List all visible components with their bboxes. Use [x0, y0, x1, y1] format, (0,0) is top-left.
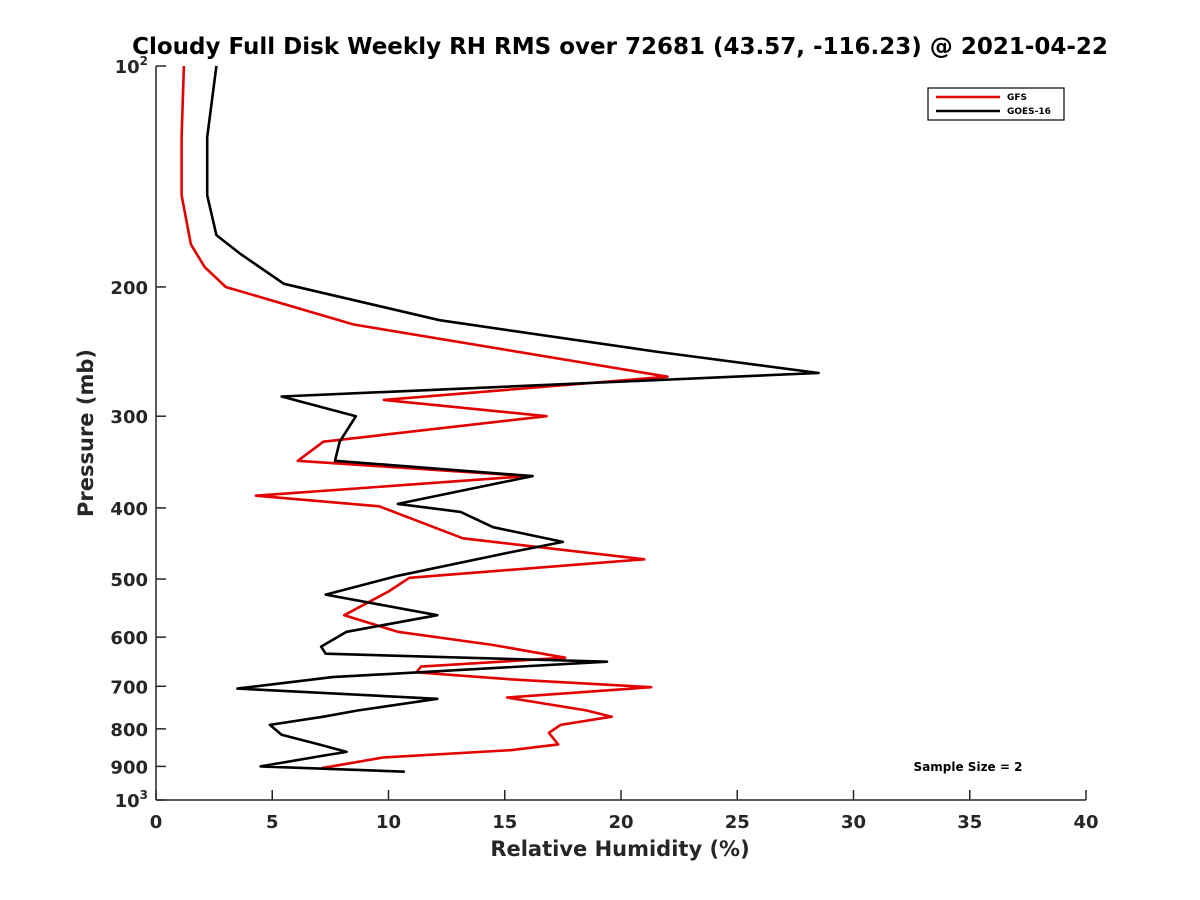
y-tick-label: 600 [110, 628, 148, 649]
y-tick-label: 900 [110, 757, 148, 778]
legend-box [927, 87, 1065, 121]
x-tick-label: 20 [608, 812, 633, 833]
y-tick-label: 800 [110, 720, 148, 741]
y-tick-label: 200 [110, 278, 148, 299]
series-line-goes-16 [205, 65, 820, 773]
chart-title: Cloudy Full Disk Weekly RH RMS over 7268… [132, 34, 1108, 60]
x-tick-label: 25 [725, 812, 750, 833]
legend-label-gfs: GFS [1007, 93, 1027, 103]
y-axis-label: Pressure (mb) [74, 349, 98, 517]
y-tick-label: 103 [115, 788, 148, 812]
x-tick-label: 15 [492, 812, 517, 833]
x-tick-label: 5 [266, 812, 279, 833]
series-line-gfs [180, 65, 669, 770]
y-tick-label: 500 [110, 570, 148, 591]
x-tick-label: 10 [376, 812, 401, 833]
x-tick-label: 40 [1073, 812, 1098, 833]
x-tick-label: 0 [150, 812, 163, 833]
plot-lines [180, 65, 820, 773]
y-tick-label: 700 [110, 677, 148, 698]
sample-size-annotation: Sample Size = 2 [914, 760, 1023, 774]
y-tick-label: 102 [115, 54, 148, 78]
x-axis-label: Relative Humidity (%) [490, 837, 749, 861]
y-tick-label: 300 [110, 407, 148, 428]
axes: 0 5 10 15 20 25 30 35 40 102 200 300 400 500 600 700 800… [110, 54, 1098, 833]
legend-label-goes16: GOES-16 [1007, 107, 1051, 117]
x-tick-label: 35 [957, 812, 982, 833]
legend: GFS GOES-16 [927, 87, 1065, 121]
y-tick-label: 400 [110, 499, 148, 520]
x-tick-label: 30 [841, 812, 866, 833]
